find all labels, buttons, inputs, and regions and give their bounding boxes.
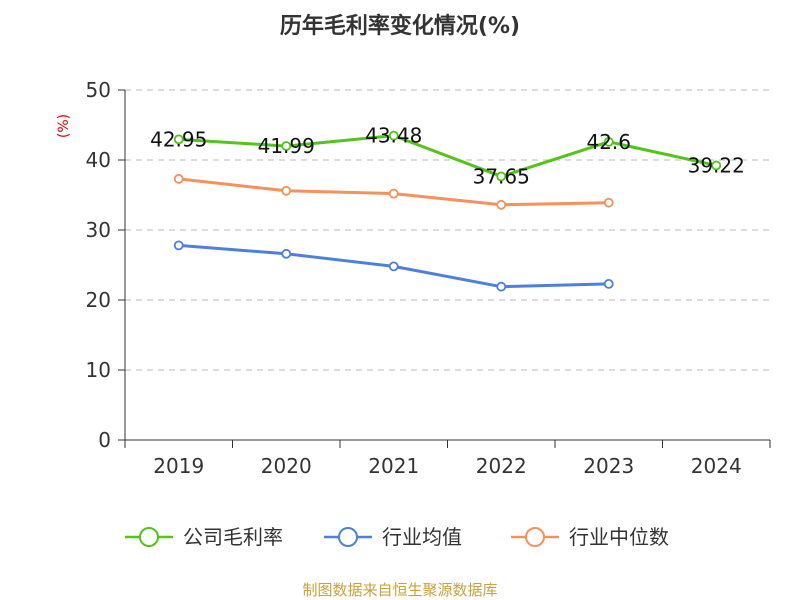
data-point[interactable] [603,278,614,289]
y-tick-label: 0 [98,428,111,452]
legend-item[interactable]: 行业中位数 [511,525,669,549]
x-tick-label: 2024 [691,454,742,478]
legend-item[interactable]: 公司毛利率 [125,525,283,549]
legend-label: 行业均值 [382,525,462,549]
data-point[interactable] [173,240,184,251]
y-tick-label: 20 [86,288,111,312]
data-point[interactable] [496,199,507,210]
data-label: 42.6 [586,130,631,154]
chart-title: 历年毛利率变化情况(%) [280,13,520,39]
data-point[interactable] [388,261,399,272]
source-note: 制图数据来自恒生聚源数据库 [302,581,497,599]
x-tick-label: 2021 [368,454,419,478]
data-point[interactable] [388,130,399,141]
x-tick-label: 2023 [583,454,634,478]
y-tick-label: 30 [86,218,111,242]
legend-marker [139,527,159,547]
data-point[interactable] [711,160,722,171]
data-point[interactable] [388,188,399,199]
legend-item[interactable]: 行业均值 [324,525,462,549]
y-tick-label: 10 [86,358,111,382]
data-point[interactable] [281,141,292,151]
series-line [178,134,717,178]
data-label: 39.22 [688,153,745,177]
y-tick-label: 50 [86,78,111,102]
legend-label: 行业中位数 [569,525,669,549]
grid [125,89,770,371]
data-label: 43.48 [365,124,422,148]
data-point[interactable] [603,136,614,147]
data-label: 37.65 [473,164,530,188]
data-point[interactable] [496,171,507,182]
data-label: 42.95 [150,127,207,151]
data-point[interactable] [496,281,507,292]
series-layer: 42.95 41.99 43.48 37.65 42.6 39.22 [150,124,745,292]
axes: 0 10 20 30 40 50 2019 2020 2021 2022 2023 2024 [86,78,771,478]
data-point[interactable] [603,197,614,208]
data-label: 41.99 [258,134,315,158]
legend-marker [525,527,545,547]
data-point[interactable] [173,173,184,184]
legend-marker [338,527,358,547]
y-axis-unit: (%) [56,114,72,138]
x-tick-label: 2022 [476,454,527,478]
data-point[interactable] [281,185,292,196]
x-tick-label: 2019 [153,454,204,478]
legend: 公司毛利率 行业均值 行业中位数 [125,525,669,549]
data-point[interactable] [281,248,292,259]
data-point[interactable] [173,134,184,145]
y-tick-label: 40 [86,148,111,172]
legend-label: 公司毛利率 [183,525,283,549]
x-tick-label: 2020 [261,454,312,478]
